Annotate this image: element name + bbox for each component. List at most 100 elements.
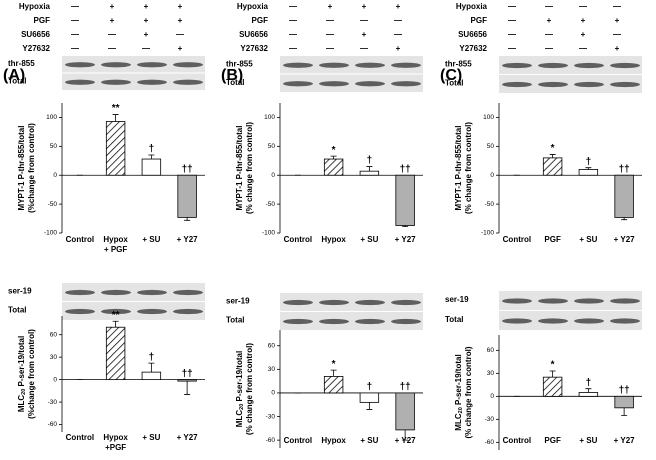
x-tick-label: Hypox <box>321 235 346 244</box>
blot-band <box>101 308 131 315</box>
value-label: † <box>367 155 373 166</box>
error-bar <box>549 370 556 378</box>
blot-image <box>62 73 205 90</box>
treatment-sign: — <box>71 30 79 39</box>
value-label: ** <box>112 103 120 114</box>
value-label: † <box>149 144 155 155</box>
y-axis-label: MYPT-1 P-thr-855/total <box>17 126 26 211</box>
treatment-label: PGF <box>34 16 51 25</box>
blot-band <box>391 62 421 68</box>
treatment-sign: — <box>545 44 553 53</box>
x-tick-label: + SU <box>360 436 378 445</box>
bar <box>578 392 599 397</box>
y-tick-label: -100 <box>44 230 57 237</box>
x-tick-label: + SU <box>360 235 378 244</box>
value-label: ** <box>112 310 120 321</box>
blot-band <box>137 289 167 296</box>
blot-band <box>502 62 532 69</box>
blot-band <box>101 289 131 296</box>
treatment-sign: + <box>615 16 620 25</box>
bar <box>177 379 197 382</box>
y-tick-label: 30 <box>487 370 495 377</box>
blot-band <box>391 81 421 87</box>
y-axis-label-part: (% change from control) <box>245 122 254 214</box>
treatment-sign: + <box>581 30 586 39</box>
treatment-sign: — <box>326 44 334 53</box>
blot-label: thr-855 <box>8 59 35 68</box>
y-tick-label: 60 <box>487 347 495 354</box>
error-bar <box>402 225 409 228</box>
blot-image <box>499 311 642 330</box>
treatment-sign: — <box>579 2 587 11</box>
x-tick-label: + SU <box>579 436 597 445</box>
x-tick-label: + Y27 <box>395 436 417 445</box>
blot-band <box>173 308 203 315</box>
treatment-sign: — <box>289 44 297 53</box>
blot-band <box>283 62 313 68</box>
x-tick-label: + Y27 <box>177 433 199 442</box>
blot-image <box>499 291 642 310</box>
blot-image <box>499 75 642 93</box>
x-tick-label: + Y27 <box>177 235 199 244</box>
treatment-sign: — <box>71 16 79 25</box>
y-tick-label: 30 <box>268 366 276 373</box>
y-tick-label: 0 <box>271 390 275 397</box>
blot-band <box>137 79 167 85</box>
blot-band <box>65 308 95 315</box>
x-tick-label: + SU <box>142 433 160 442</box>
error-bar <box>621 407 628 416</box>
value-label: †† <box>400 164 411 175</box>
blot-band <box>173 289 203 296</box>
treatment-label: Hypoxia <box>237 2 269 11</box>
y-tick-label: -100 <box>481 230 494 237</box>
blot-label: ser-19 <box>8 287 32 296</box>
blot-band <box>319 62 349 68</box>
value-label: †† <box>619 164 630 175</box>
blot-label: ser-19 <box>226 297 250 306</box>
blot-band <box>574 298 604 304</box>
error-bar <box>330 155 337 160</box>
value-label: †† <box>400 382 411 393</box>
treatment-label: Hypoxia <box>19 2 51 11</box>
bar <box>359 392 380 403</box>
y-axis-label: (%change from control) <box>27 123 36 213</box>
blot-band <box>610 318 640 324</box>
treatment-sign: + <box>328 2 333 11</box>
y-axis-label: (% change from control) <box>464 346 473 438</box>
blot-image <box>280 293 423 311</box>
value-label: † <box>367 382 373 393</box>
treatment-sign: — <box>289 2 297 11</box>
treatment-sign: + <box>615 44 620 53</box>
treatment-sign: — <box>142 44 150 53</box>
error-bar <box>585 167 592 170</box>
treatment-sign: — <box>360 16 368 25</box>
blot-band <box>391 318 421 325</box>
x-tick-label: Hypox <box>103 235 128 244</box>
y-tick-label: -30 <box>266 413 276 420</box>
y-axis-label-part: MYPT-1 P-thr-855/total <box>17 126 26 211</box>
blot-band <box>283 299 313 306</box>
y-tick-label: -100 <box>262 230 275 237</box>
panel-letter: (B) <box>221 67 243 84</box>
treatment-sign: — <box>326 16 334 25</box>
y-tick-label: 0 <box>490 172 494 179</box>
y-axis-label-part: MYPT-1 P-thr-855/total <box>454 126 463 211</box>
treatment-sign: — <box>508 2 516 11</box>
y-tick-label: -60 <box>485 439 495 446</box>
y-axis-label: (% change from control) <box>245 122 254 214</box>
blot-image <box>62 302 205 320</box>
blot-band <box>610 62 640 69</box>
value-label: † <box>586 377 592 388</box>
y-axis-label: (% change from control) <box>464 122 473 214</box>
y-axis-label-part: (%change from control) <box>27 329 36 419</box>
blot-band <box>173 79 203 85</box>
y-axis-label: MLC20 P-ser-19/total <box>454 354 464 430</box>
blot-label: ser-19 <box>445 295 469 304</box>
blot-label: thr-855 <box>226 59 253 68</box>
bar <box>395 392 415 431</box>
x-tick-label: PGF <box>544 436 561 445</box>
error-bar <box>585 388 592 393</box>
blot-band <box>502 298 532 304</box>
x-tick-label: Hypox <box>321 436 346 445</box>
treatment-sign: — <box>394 16 402 25</box>
